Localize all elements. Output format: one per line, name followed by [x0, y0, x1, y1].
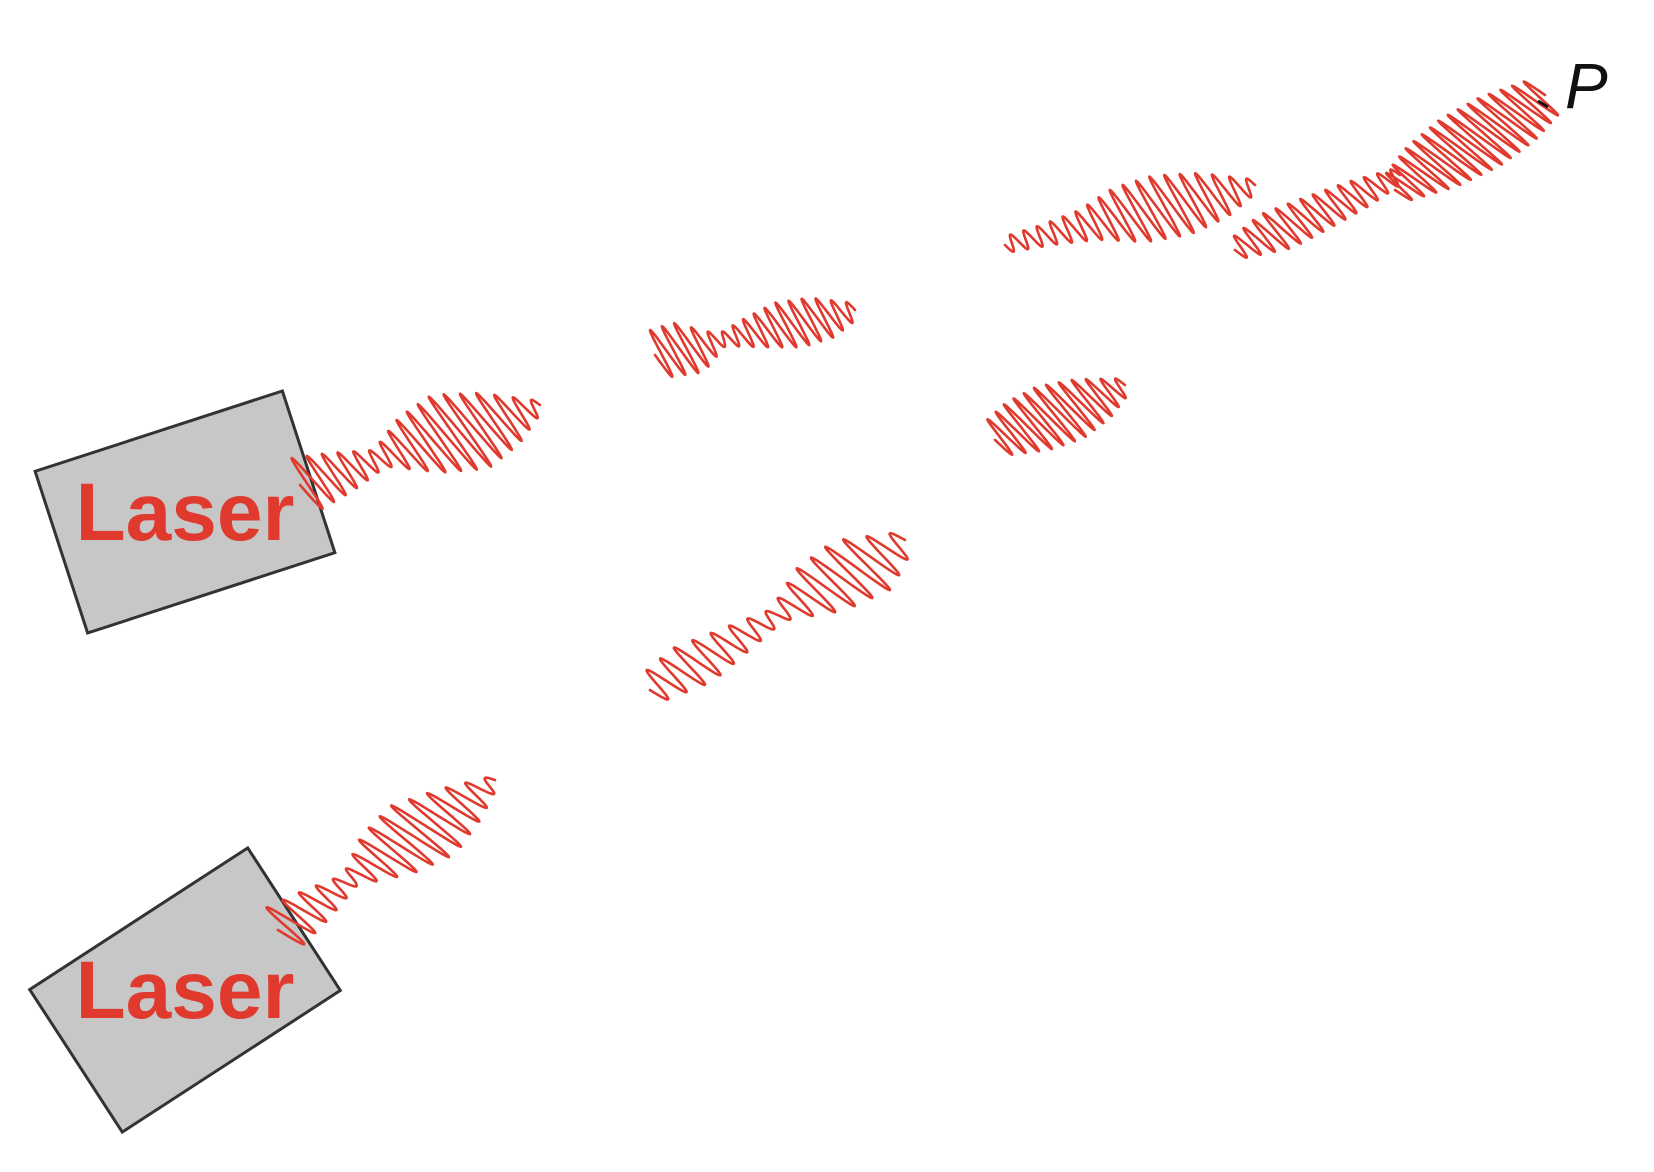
point-p-marker [1537, 99, 1549, 109]
packet-upper-1 [290, 391, 542, 510]
packet-upper-3 [1003, 171, 1257, 253]
wave-packets [265, 80, 1560, 946]
laser-upper-body [33, 389, 337, 635]
laser-lower: Laser [27, 845, 343, 1135]
laser-upper-label: Laser [76, 467, 295, 558]
laser-upper: Laser [33, 389, 337, 635]
packet-lower-1 [265, 776, 497, 946]
packet-lower-2-wave [645, 531, 909, 701]
packet-upper-4-wave [1232, 168, 1402, 259]
packet-lower-1-wave [265, 776, 497, 946]
laser-lower-body [27, 845, 343, 1135]
laser-lower-label: Laser [76, 945, 295, 1036]
packet-lower-3-wave [986, 377, 1127, 456]
packet-upper-1-wave [290, 391, 542, 510]
packet-upper-5 [1384, 80, 1560, 202]
packet-upper-5-wave [1384, 80, 1560, 202]
packet-lower-2 [645, 531, 909, 701]
packet-upper-4 [1232, 168, 1402, 259]
packet-upper-2 [648, 297, 857, 379]
packet-upper-2-wave [648, 297, 857, 379]
packet-upper-3-wave [1003, 171, 1257, 253]
point-p-label: P [1565, 50, 1608, 122]
packet-lower-3 [986, 377, 1127, 456]
